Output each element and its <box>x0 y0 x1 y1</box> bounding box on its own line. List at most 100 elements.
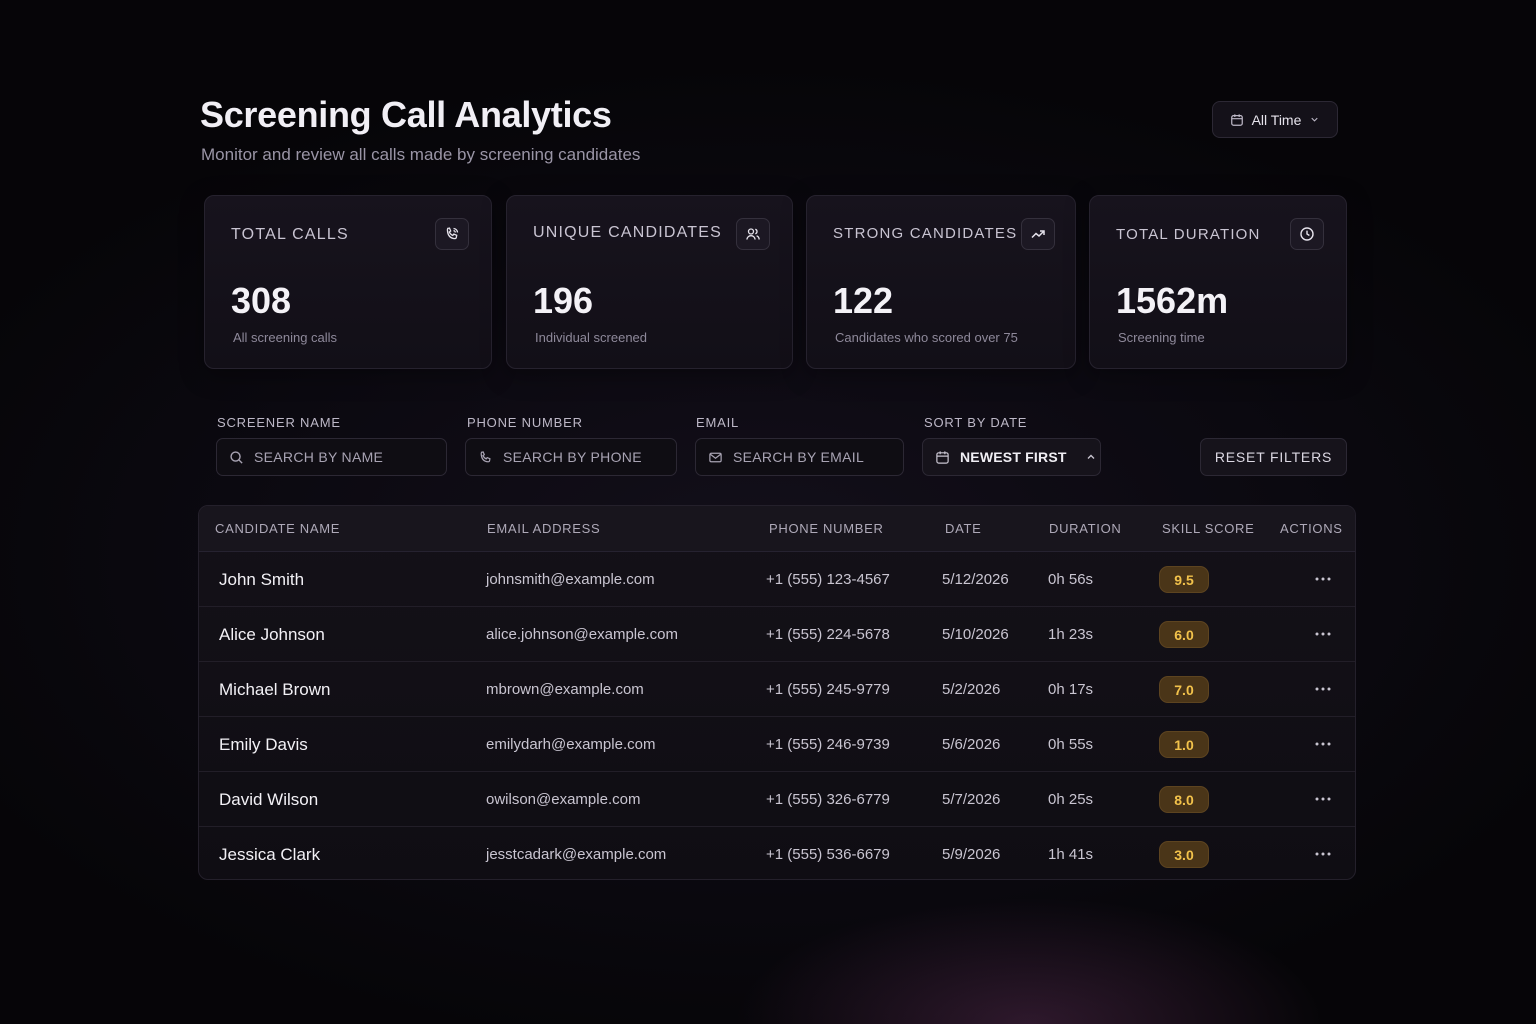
table-row[interactable]: Emily Davis emilydarh@example.com +1 (555)… <box>199 717 1355 772</box>
call-date: 5/2/2026 <box>942 681 1001 698</box>
call-duration: 0h 17s <box>1048 681 1094 698</box>
table-row[interactable]: Michael Brown mbrown@example.com +1 (555) … <box>199 662 1355 717</box>
stat-caption: All screening calls <box>233 330 338 345</box>
stat-value: 1562m <box>1116 280 1229 321</box>
phone-number: +1 (555) 246-9739 <box>766 736 890 753</box>
call-date: 5/10/2026 <box>942 626 1009 643</box>
more-horizontal-icon <box>1315 852 1331 856</box>
page-subtitle: Monitor and review all calls made by scr… <box>201 145 641 164</box>
stat-label: STRONG CANDIDATES <box>833 225 1018 242</box>
stat-card-strong-candidates: STRONG CANDIDATES 122 Candidates who sco… <box>806 195 1076 369</box>
skill-score-badge: 1.0 <box>1159 731 1209 758</box>
table-row[interactable]: John Smith johnsmith@example.com +1 (555) … <box>199 552 1355 607</box>
call-date: 5/7/2026 <box>942 791 1001 808</box>
phone-number-label: PHONE NUMBER <box>467 415 583 430</box>
calendar-icon <box>1230 113 1243 126</box>
sort-value: NEWEST FIRST <box>960 449 1067 465</box>
column-header-skill-score[interactable]: SKILL SCORE <box>1162 521 1255 536</box>
email-address: alice.johnson@example.com <box>486 626 678 643</box>
call-date: 5/6/2026 <box>942 736 1001 753</box>
email-address: jesstcadark@example.com <box>486 846 667 863</box>
screener-name-input[interactable]: SEARCH BY NAME <box>216 438 447 476</box>
email-input[interactable]: SEARCH BY EMAIL <box>695 438 904 476</box>
sort-by-date-label: SORT BY DATE <box>924 415 1028 430</box>
email-address: emilydarh@example.com <box>486 736 656 753</box>
skill-score-badge: 8.0 <box>1159 786 1209 813</box>
row-actions-button[interactable] <box>1311 843 1335 865</box>
stat-label: TOTAL DURATION <box>1116 226 1261 243</box>
more-horizontal-icon <box>1315 742 1331 746</box>
email-placeholder: SEARCH BY EMAIL <box>733 449 865 465</box>
skill-score-badge: 9.5 <box>1159 566 1209 593</box>
screener-name-label: SCREENER NAME <box>217 415 341 430</box>
stat-caption: Individual screened <box>535 330 648 345</box>
phone-icon <box>480 450 491 462</box>
stat-card-unique-candidates: UNIQUE CANDIDATES 196 Individual screene… <box>506 195 793 369</box>
column-header-date[interactable]: DATE <box>945 521 982 536</box>
row-actions-button[interactable] <box>1311 678 1335 700</box>
users-icon <box>736 218 770 250</box>
column-header-phone[interactable]: PHONE NUMBER <box>769 521 884 536</box>
reset-filters-button[interactable]: RESET FILTERS <box>1200 438 1347 476</box>
phone-number: +1 (555) 245-9779 <box>766 681 890 698</box>
phone-number: +1 (555) 123-4567 <box>766 571 890 588</box>
search-icon <box>230 450 243 464</box>
skill-score-badge: 6.0 <box>1159 621 1209 648</box>
email-address: owilson@example.com <box>486 791 641 808</box>
candidate-name: David Wilson <box>219 790 319 809</box>
stat-card-total-duration: TOTAL DURATION 1562m Screening time <box>1089 195 1347 369</box>
phone-icon <box>435 218 469 250</box>
call-duration: 1h 41s <box>1048 846 1094 863</box>
table-row[interactable]: David Wilson owilson@example.com +1 (555) … <box>199 772 1355 827</box>
stat-label: TOTAL CALLS <box>231 226 349 243</box>
mail-icon <box>709 452 722 462</box>
stat-label: UNIQUE CANDIDATES <box>533 224 723 241</box>
stat-card-total-calls: TOTAL CALLS 308 All screening calls <box>204 195 492 369</box>
more-horizontal-icon <box>1315 577 1331 581</box>
time-range-label: All Time <box>1251 111 1302 128</box>
chevron-up-icon <box>1087 454 1095 459</box>
more-horizontal-icon <box>1315 687 1331 691</box>
column-header-email[interactable]: EMAIL ADDRESS <box>487 521 601 536</box>
column-header-candidate-name[interactable]: CANDIDATE NAME <box>215 521 341 536</box>
email-address: mbrown@example.com <box>486 681 644 698</box>
stat-caption: Candidates who scored over 75 <box>835 330 1018 345</box>
row-actions-button[interactable] <box>1311 733 1335 755</box>
call-date: 5/9/2026 <box>942 846 1001 863</box>
chevron-down-icon <box>1311 117 1319 122</box>
time-range-dropdown[interactable]: All Time <box>1212 101 1338 138</box>
clock-icon <box>1290 218 1324 250</box>
stat-caption: Screening time <box>1118 330 1205 345</box>
candidate-name: Jessica Clark <box>219 845 321 864</box>
calls-table: CANDIDATE NAME EMAIL ADDRESS PHONE NUMBE… <box>198 505 1356 880</box>
sort-by-date-dropdown[interactable]: NEWEST FIRST <box>922 438 1101 476</box>
skill-score-badge: 7.0 <box>1159 676 1209 703</box>
call-duration: 1h 23s <box>1048 626 1094 643</box>
row-actions-button[interactable] <box>1311 623 1335 645</box>
skill-score-badge: 3.0 <box>1159 841 1209 868</box>
column-header-duration[interactable]: DURATION <box>1049 521 1122 536</box>
phone-number: +1 (555) 326-6779 <box>766 791 890 808</box>
screener-name-placeholder: SEARCH BY NAME <box>254 449 384 465</box>
candidate-name: John Smith <box>219 570 305 589</box>
stat-value: 122 <box>833 280 894 321</box>
stat-value: 308 <box>231 280 292 321</box>
candidate-name: Alice Johnson <box>219 625 325 644</box>
candidate-name: Michael Brown <box>219 680 331 699</box>
call-duration: 0h 25s <box>1048 791 1094 808</box>
call-duration: 0h 56s <box>1048 571 1094 588</box>
row-actions-button[interactable] <box>1311 788 1335 810</box>
table-row[interactable]: Alice Johnson alice.johnson@example.com +1… <box>199 607 1355 662</box>
trending-up-icon <box>1021 218 1055 250</box>
row-actions-button[interactable] <box>1311 568 1335 590</box>
email-label: EMAIL <box>696 415 740 430</box>
page-title: Screening Call Analytics <box>200 94 612 135</box>
more-horizontal-icon <box>1315 632 1331 636</box>
phone-number-input[interactable]: SEARCH BY PHONE <box>465 438 677 476</box>
column-header-actions: ACTIONS <box>1280 521 1343 536</box>
stat-value: 196 <box>533 280 594 321</box>
table-row[interactable]: Jessica Clark jesstcadark@example.com +1 (… <box>199 827 1355 879</box>
phone-number: +1 (555) 224-5678 <box>766 626 890 643</box>
calendar-icon <box>936 450 949 464</box>
